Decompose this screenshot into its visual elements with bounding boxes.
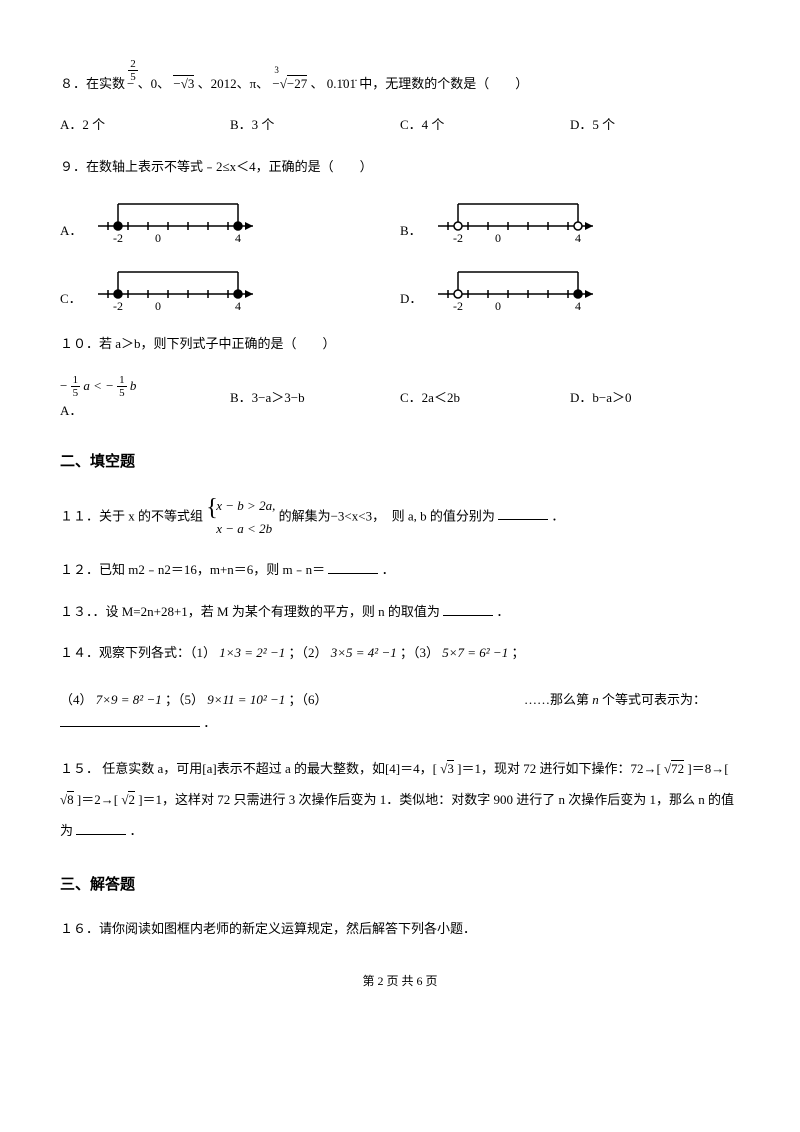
q9-row1: A． -2 0 4 B． -2 0 4 (60, 196, 740, 246)
q9-label-c: C． (60, 287, 82, 310)
q9-label-a: A． (60, 219, 82, 242)
svg-text:-2: -2 (113, 231, 123, 245)
sqrt-8: √8 (60, 791, 74, 807)
numberline-c[interactable]: -2 0 4 (88, 264, 268, 314)
q8-options: A．2 个 B．3 个 C．4 个 D．5 个 (60, 113, 740, 136)
sqrt-2: √2 (121, 791, 135, 807)
q9-label-d: D． (400, 287, 422, 310)
svg-text:-2: -2 (453, 231, 463, 245)
q10-opt-b[interactable]: B．3−a＞3−b (230, 386, 400, 409)
question-13: １３．．设 M=2n+28+1，若 M 为某个有理数的平方，则 n 的取值为 ． (60, 600, 740, 623)
numberline-b[interactable]: -2 0 4 (428, 196, 608, 246)
svg-text:4: 4 (575, 299, 581, 313)
q8-opt-b[interactable]: B．3 个 (230, 113, 400, 136)
q8-prefix: ８．在实数 (60, 76, 125, 91)
question-16: １６．请你阅读如图框内老师的新定义运算规定，然后解答下列各小题． (60, 917, 740, 940)
svg-text:4: 4 (575, 231, 581, 245)
question-15: １５． 任意实数 a，可用[a]表示不超过 a 的最大整数，如[4]＝4，[ √… (60, 753, 740, 847)
blank-15[interactable] (76, 820, 126, 835)
blank-14[interactable] (60, 712, 200, 727)
q10-opt-d[interactable]: D．b−a＞0 (570, 386, 740, 409)
question-11: １１．关于 x 的不等式组 { x − b > 2a, x − a < 2b 的… (60, 494, 740, 541)
svg-text:4: 4 (235, 231, 241, 245)
question-12: １２．已知 m2﹣n2＝16，m+n＝6，则 m﹣n＝ ． (60, 558, 740, 581)
q10-opt-a[interactable]: − 15 a < − 15 b A． (60, 374, 230, 423)
svg-text:4: 4 (235, 299, 241, 313)
q8-opt-c[interactable]: C．4 个 (400, 113, 570, 136)
q8-neg: − (127, 76, 134, 91)
svg-text:0: 0 (495, 231, 501, 245)
brace-system: { x − b > 2a, x − a < 2b (206, 494, 275, 541)
blank-13[interactable] (443, 601, 493, 616)
section-3-title: 三、解答题 (60, 872, 740, 899)
q8-repeat-decimal: 0.1̇01̇ (327, 76, 356, 91)
page-footer: 第 2 页 共 6 页 (60, 971, 740, 993)
q10-options: − 15 a < − 15 b A． B．3−a＞3−b C．2a＜2b D．b… (60, 374, 740, 423)
q8-opt-a[interactable]: A．2 个 (60, 113, 230, 136)
numberline-d[interactable]: -2 0 4 (428, 264, 608, 314)
q8-cbrt: 3 −√−27 (272, 72, 307, 95)
q8-opt-d[interactable]: D．5 个 (570, 113, 740, 136)
svg-text:-2: -2 (113, 299, 123, 313)
sqrt-3: √3 (440, 760, 454, 776)
sqrt-72: √72 (664, 760, 684, 776)
q9-label-b: B． (400, 219, 422, 242)
question-9: ９．在数轴上表示不等式﹣2≤x＜4，正确的是（ ） (60, 155, 740, 178)
section-2-title: 二、填空题 (60, 449, 740, 476)
question-14: １４．观察下列各式：（1） 1×3 = 2² −1 ；（2） 3×5 = 4² … (60, 641, 740, 735)
svg-text:0: 0 (495, 299, 501, 313)
q8-neg-sqrt3: −√3 (173, 75, 194, 91)
numberline-a[interactable]: -2 0 4 (88, 196, 268, 246)
svg-text:0: 0 (155, 299, 161, 313)
svg-text:-2: -2 (453, 299, 463, 313)
question-8: ８．在实数 2 5 − 、0、 −√3 、2012、π、 3 −√−27 、 0… (60, 58, 740, 95)
blank-12[interactable] (328, 559, 378, 574)
question-10: １０．若 a＞b，则下列式子中正确的是（ ） (60, 332, 740, 355)
blank-11[interactable] (498, 505, 548, 520)
svg-text:0: 0 (155, 231, 161, 245)
q9-row2: C． -2 0 4 D． -2 0 4 (60, 264, 740, 314)
q10-opt-c[interactable]: C．2a＜2b (400, 386, 570, 409)
